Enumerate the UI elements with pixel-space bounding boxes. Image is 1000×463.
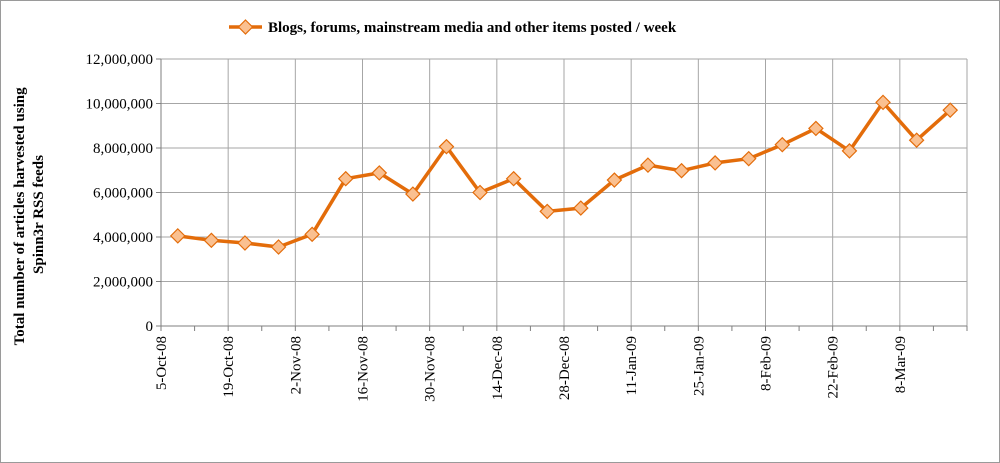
y-axis-title-line-2: Spinn3r RSS feeds bbox=[31, 155, 47, 274]
y-tick-label: 8,000,000 bbox=[93, 141, 153, 157]
data-point bbox=[572, 200, 589, 216]
data-point bbox=[438, 138, 455, 155]
gridlines bbox=[161, 58, 968, 326]
data-point bbox=[203, 232, 220, 249]
data-point bbox=[908, 132, 925, 149]
data-point bbox=[673, 162, 690, 179]
y-axis-tick-labels: 0 2,000,000 4,000,000 6,000,000 8,000,000 10,… bbox=[86, 52, 154, 335]
data-point bbox=[841, 143, 858, 159]
data-point bbox=[472, 184, 488, 201]
data-point bbox=[942, 102, 959, 119]
data-point bbox=[270, 239, 287, 255]
series-layer bbox=[169, 94, 959, 255]
y-tick-label: 4,000,000 bbox=[93, 230, 153, 246]
x-axis-tick-labels: 5-Oct-08 19-Oct-08 2-Nov-08 16-Nov-08 30-Nov… bbox=[154, 336, 909, 402]
y-axis-title: Total number of articles harvested using… bbox=[12, 84, 47, 346]
y-tick-label: 0 bbox=[146, 319, 154, 335]
legend-label: Blogs, forums, mainstream media and othe… bbox=[268, 20, 677, 36]
data-point bbox=[875, 94, 891, 111]
x-tick-label: 30-Nov-08 bbox=[423, 336, 439, 402]
data-point bbox=[707, 155, 723, 171]
data-point bbox=[405, 186, 421, 202]
data-point bbox=[640, 157, 656, 173]
data-point bbox=[808, 120, 824, 137]
data-point bbox=[304, 226, 320, 243]
y-axis-title-line-1: Total number of articles harvested using bbox=[12, 87, 28, 345]
legend: Blogs, forums, mainstream media and othe… bbox=[229, 19, 677, 36]
x-tick-label: 22-Feb-09 bbox=[826, 336, 842, 399]
axes bbox=[156, 58, 968, 331]
data-point bbox=[740, 150, 757, 167]
x-tick-label: 25-Jan-09 bbox=[691, 336, 707, 396]
x-tick-label: 14-Dec-08 bbox=[490, 336, 506, 400]
data-point bbox=[505, 170, 522, 187]
data-point bbox=[337, 170, 354, 187]
data-point bbox=[774, 136, 791, 153]
legend-marker-swatch bbox=[237, 19, 254, 35]
x-tick-label: 28-Dec-08 bbox=[557, 336, 573, 400]
x-tick-label: 2-Nov-08 bbox=[288, 336, 304, 394]
data-point bbox=[371, 165, 388, 181]
x-tick-label: 8-Mar-09 bbox=[893, 336, 909, 393]
y-tick-label: 2,000,000 bbox=[93, 275, 153, 291]
y-tick-label: 12,000,000 bbox=[86, 52, 154, 68]
x-tick-label: 19-Oct-08 bbox=[221, 336, 237, 398]
y-tick-label: 10,000,000 bbox=[86, 97, 154, 113]
data-point bbox=[539, 203, 556, 220]
y-tick-label: 6,000,000 bbox=[93, 186, 153, 202]
x-tick-label: 8-Feb-09 bbox=[759, 336, 775, 391]
x-tick-label: 16-Nov-08 bbox=[356, 336, 372, 402]
data-point bbox=[606, 172, 623, 188]
x-tick-label: 11-Jan-09 bbox=[624, 336, 640, 395]
x-tick-label: 5-Oct-08 bbox=[154, 336, 170, 390]
data-point bbox=[237, 235, 253, 251]
data-point bbox=[169, 228, 186, 244]
